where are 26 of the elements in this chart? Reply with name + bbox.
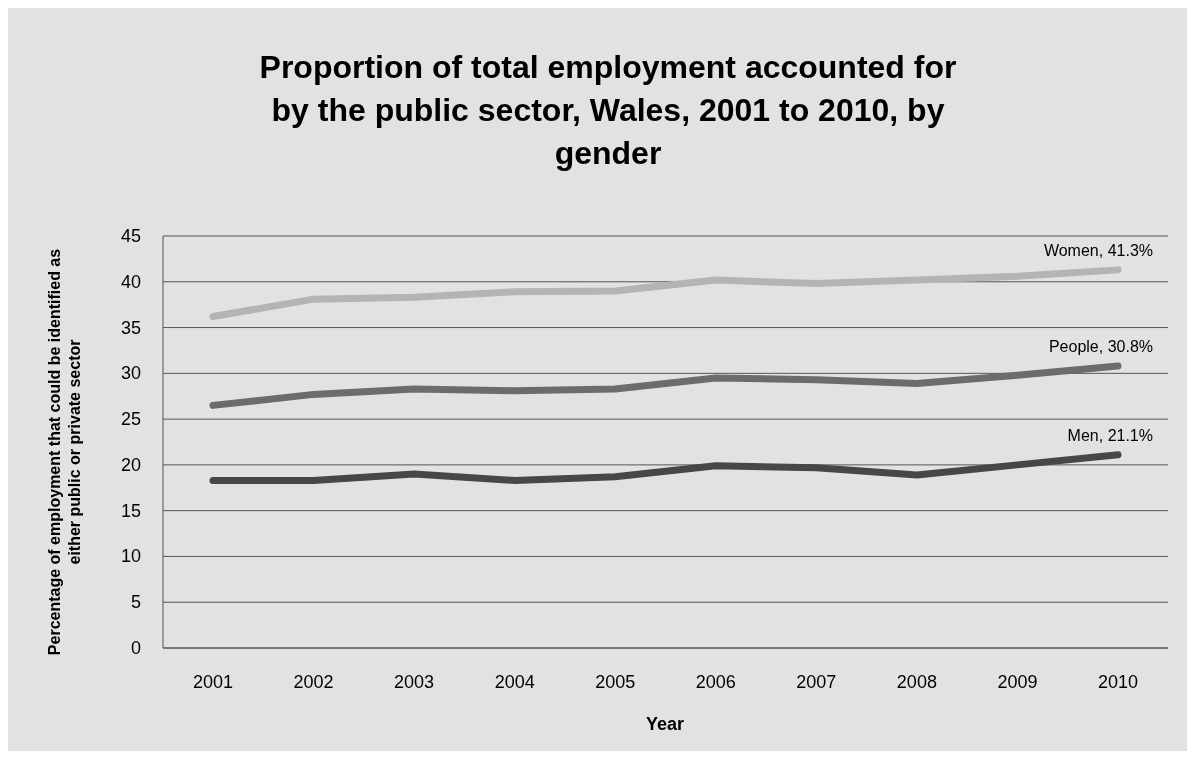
y-tick-label: 45	[120, 226, 141, 246]
y-tick-label: 10	[120, 546, 141, 567]
annotation: Men, 21.1%	[1067, 426, 1153, 444]
y-tick-label: 35	[120, 317, 141, 338]
annotation: People, 30.8%	[1048, 338, 1153, 356]
y-tick-label: 30	[120, 363, 141, 384]
y-tick-label: 15	[120, 500, 141, 521]
y-axis-title: Percentage of employment that could be identified as either public or private sector	[46, 248, 83, 656]
y-tick-label: 25	[120, 409, 141, 430]
x-tick-label: 2009	[997, 672, 1038, 692]
x-tick-label: 2001	[192, 672, 234, 692]
x-tick-label: 2002	[293, 672, 334, 692]
x-tick-label: 2010	[1097, 672, 1139, 692]
chart-title: Proportion of total employment accounted for by the public sector, Wales, 2001 to 2010, by gender	[259, 49, 957, 171]
x-axis-title: Year	[645, 714, 685, 734]
y-tick-label: 40	[120, 271, 141, 292]
y-tick-label: 5	[130, 592, 141, 613]
x-tick-label: 2008	[896, 672, 937, 692]
y-tick-label: 0	[130, 638, 141, 658]
x-tick-label: 2004	[494, 672, 535, 692]
annotation: Women, 41.3%	[1043, 241, 1153, 259]
y-tick-label: 20	[120, 454, 141, 475]
x-tick-label: 2005	[595, 672, 636, 692]
x-tick-label: 2006	[695, 672, 736, 692]
x-tick-label: 2007	[796, 672, 837, 692]
x-tick-label: 2003	[394, 672, 435, 692]
